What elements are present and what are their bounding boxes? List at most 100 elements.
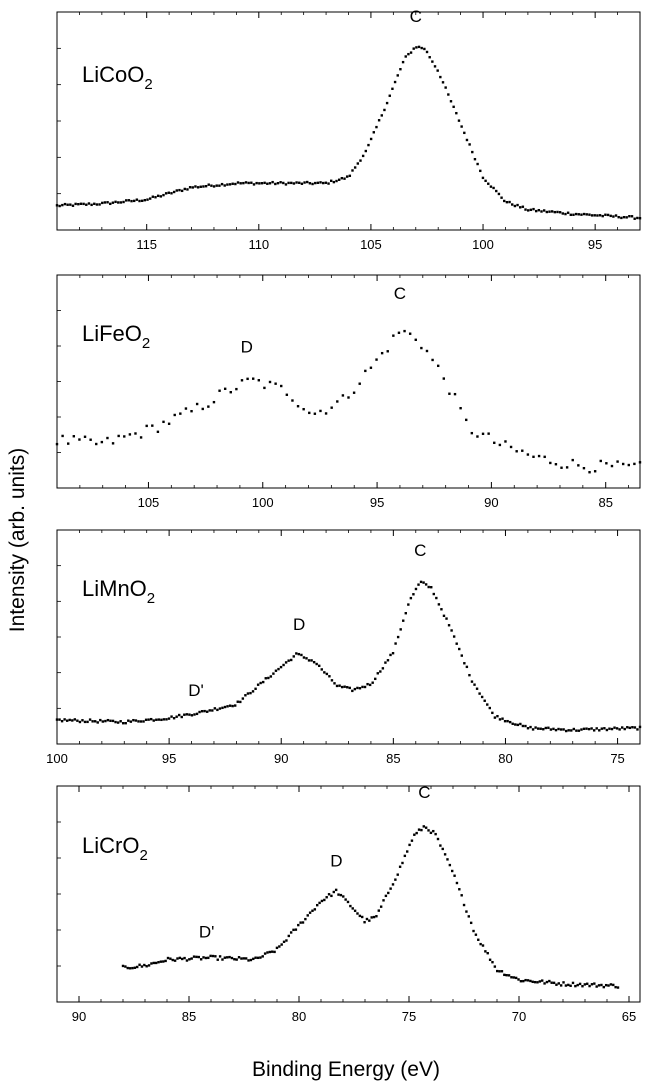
data-point [72, 435, 76, 438]
data-point [299, 921, 302, 924]
data-point [109, 719, 112, 722]
data-point [488, 958, 492, 961]
data-point [149, 717, 153, 721]
x-tick-label: 75 [402, 1009, 416, 1024]
data-point [597, 984, 601, 987]
data-point [157, 961, 160, 964]
data-point [420, 46, 423, 50]
data-point [582, 212, 586, 216]
data-point [495, 189, 498, 193]
data-point [593, 214, 596, 217]
data-point [190, 957, 193, 960]
data-point [223, 387, 227, 390]
data-point [545, 980, 549, 984]
data-point [147, 964, 151, 967]
data-point [319, 409, 322, 413]
data-point [474, 933, 478, 936]
data-point [257, 379, 261, 382]
data-point [556, 210, 559, 214]
data-point [241, 697, 245, 700]
data-point [496, 714, 499, 718]
data-point [137, 720, 140, 723]
data-point [567, 729, 570, 732]
data-point [302, 656, 306, 659]
data-point [67, 442, 70, 445]
data-point [412, 47, 415, 50]
data-point [228, 955, 231, 959]
data-point [143, 198, 147, 202]
data-point [600, 727, 604, 730]
data-point [55, 442, 59, 446]
data-point [387, 891, 390, 895]
data-point [95, 442, 98, 446]
data-point [445, 617, 448, 620]
panel-licoo: 115 110 105 100 95 C LiCoO2 [55, 7, 642, 252]
data-point [603, 727, 606, 730]
data-point [519, 206, 522, 209]
data-point [526, 209, 530, 212]
data-point [455, 642, 458, 645]
data-point [441, 847, 444, 851]
data-point [614, 985, 617, 989]
data-point [372, 915, 376, 919]
data-point [565, 466, 569, 469]
data-point [370, 916, 373, 919]
x-tick-label: 75 [610, 751, 624, 766]
data-point [430, 586, 433, 589]
data-point [431, 60, 434, 63]
data-point [226, 956, 229, 959]
data-point [292, 655, 295, 658]
data-point [356, 912, 359, 915]
data-point [604, 213, 607, 216]
data-point [435, 596, 438, 600]
data-point [341, 394, 345, 397]
data-point [595, 985, 598, 988]
data-point [284, 661, 288, 664]
data-point [570, 729, 573, 732]
data-point [129, 720, 133, 723]
data-point [424, 826, 428, 829]
data-point [298, 181, 301, 184]
data-point [543, 982, 546, 985]
data-point [463, 662, 466, 665]
data-point [522, 979, 525, 983]
data-point [295, 181, 298, 184]
data-point [471, 150, 474, 154]
data-point [477, 938, 480, 941]
data-point [384, 661, 387, 664]
data-point [437, 603, 441, 606]
data-point [550, 981, 553, 984]
data-point [353, 166, 357, 169]
data-point [89, 438, 92, 441]
data-point [155, 718, 158, 721]
data-point [417, 583, 420, 586]
data-point [316, 181, 320, 185]
data-point [407, 52, 410, 56]
data-point [291, 399, 294, 402]
data-point [389, 887, 392, 890]
data-point [415, 46, 418, 49]
data-point [559, 728, 563, 731]
data-point [121, 722, 125, 725]
data-point [407, 603, 410, 606]
data-point [180, 715, 183, 719]
data-point [197, 955, 200, 959]
data-point [256, 683, 260, 686]
data-point [409, 51, 413, 54]
x-tick-label: 100 [252, 495, 274, 510]
data-point [213, 707, 217, 710]
data-point [333, 682, 336, 685]
data-point [262, 680, 265, 684]
data-point [327, 182, 330, 185]
peak-label: D [293, 615, 305, 634]
data-point [228, 704, 232, 707]
data-point [148, 197, 152, 200]
data-point [476, 162, 479, 166]
data-point [564, 984, 568, 987]
data-point [276, 181, 280, 185]
data-point [503, 973, 506, 977]
data-point [55, 718, 59, 721]
data-point [264, 677, 267, 680]
data-point [548, 979, 551, 983]
data-point [542, 209, 546, 212]
